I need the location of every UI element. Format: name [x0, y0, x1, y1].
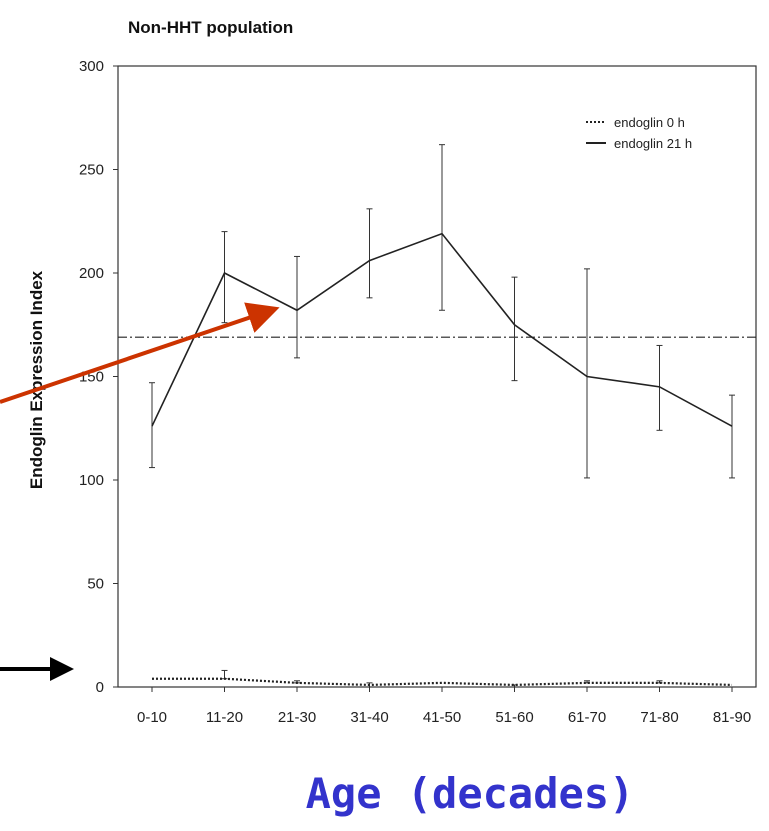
x-tick-label: 71-80 — [640, 709, 678, 726]
y-tick-label: 250 — [79, 162, 104, 179]
red-arrow — [0, 302, 280, 404]
x-tick-label: 81-90 — [713, 709, 751, 726]
series-1 — [149, 144, 735, 479]
x-tick-label: 0-10 — [137, 709, 167, 726]
y-tick-label: 300 — [79, 58, 104, 75]
legend-label-endoglin-21h: endoglin 21 h — [614, 136, 692, 151]
y-tick-label: 100 — [79, 472, 104, 489]
series-line — [152, 677, 733, 687]
plot-frame — [117, 65, 757, 688]
series-0 — [152, 669, 733, 688]
x-axis-ticks: 0-10 11-20 21-30 31-40 41-50 51-60 61-70 71-80 8… — [137, 687, 751, 726]
x-tick-label: 11-20 — [206, 709, 243, 726]
x-tick-label: 61-70 — [568, 709, 606, 726]
legend: endoglin 0 h endoglin 21 h — [586, 115, 692, 151]
x-axis-label: Age (decades) — [306, 769, 635, 818]
series-layer — [149, 144, 735, 688]
legend-label-endoglin-0h: endoglin 0 h — [614, 115, 685, 130]
y-tick-label: 50 — [87, 576, 104, 593]
x-tick-label: 31-40 — [350, 709, 388, 726]
y-tick-label: 200 — [79, 265, 104, 282]
x-tick-label: 51-60 — [495, 709, 533, 726]
series-line — [151, 232, 733, 427]
y-axis-label: Endoglin Expression Index — [27, 270, 46, 489]
x-tick-label: 21-30 — [278, 709, 316, 726]
y-tick-label: 0 — [96, 679, 104, 696]
chart-title: Non-HHT population — [128, 18, 293, 37]
x-tick-label: 41-50 — [423, 709, 461, 726]
